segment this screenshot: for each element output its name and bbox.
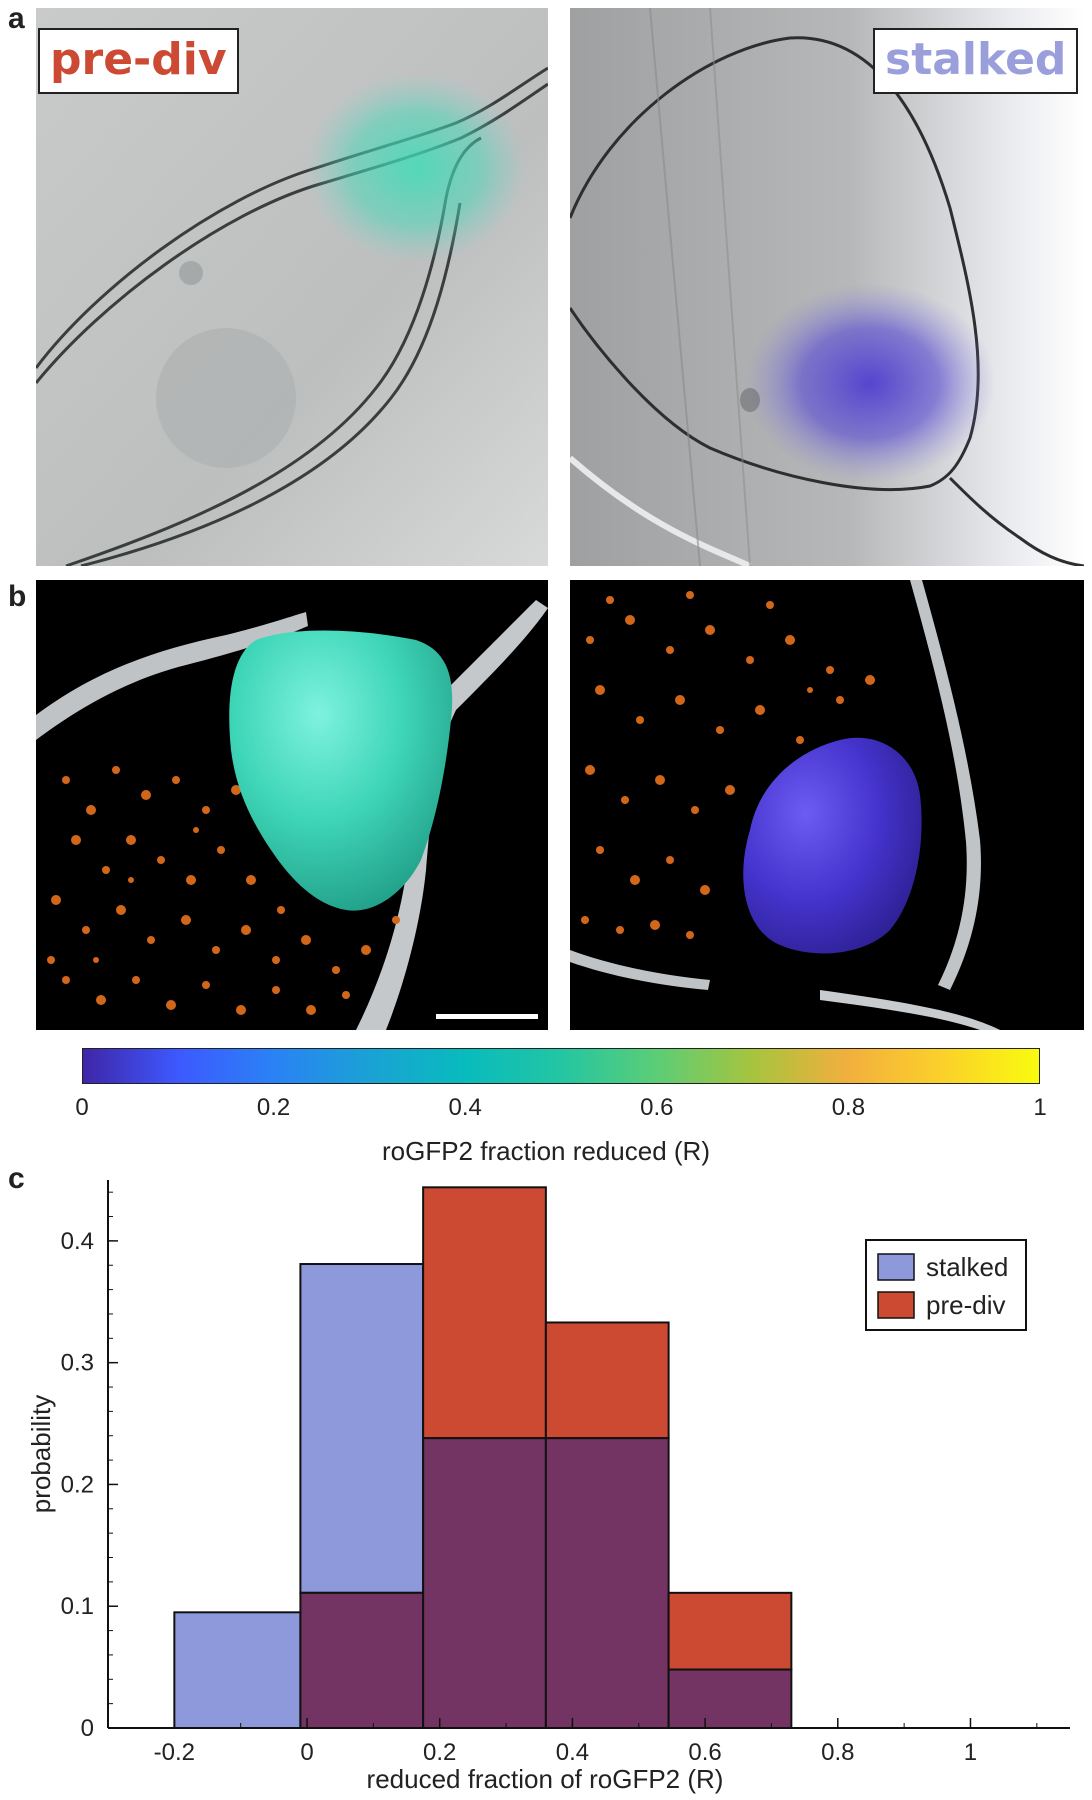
colorbar-tick-label: 0.4: [448, 1094, 482, 1121]
panel-label-a: a: [8, 2, 25, 35]
y-tick-label: 0.2: [61, 1471, 94, 1498]
predivision-volume: [229, 630, 453, 911]
x-tick-label: 0.6: [688, 1739, 721, 1766]
scale-bar: [436, 1014, 538, 1019]
y-axis-label: probability: [26, 1395, 56, 1514]
segmentation-prediv-image: [36, 580, 548, 1030]
legend-label: pre-div: [926, 1290, 1005, 1320]
histogram-bar-prediv: [544, 1321, 670, 1440]
x-tick-label: 1: [964, 1739, 977, 1766]
histogram-chart: reduced fraction of roGFP2 (R) probabilit…: [26, 1180, 1070, 1794]
histogram-bar-prediv: [667, 1591, 793, 1671]
legend-label: stalked: [926, 1252, 1008, 1282]
tomogram-prediv-image: [36, 8, 548, 566]
histogram-bar-prediv: [422, 1186, 547, 1440]
x-tick-label: 0.8: [821, 1739, 854, 1766]
segmentation-stalked-image: [570, 580, 1084, 1030]
colorbar-tick-label: 0: [75, 1094, 89, 1121]
y-tick-label: 0: [81, 1715, 94, 1742]
panel-label-b: b: [8, 580, 27, 613]
x-tick-label: 0: [300, 1739, 313, 1766]
histogram-bar-overlap: [667, 1668, 793, 1729]
legend-swatch: [877, 1291, 915, 1319]
y-tick-label: 0.1: [61, 1593, 94, 1620]
histogram-bar-overlap: [299, 1591, 425, 1729]
x-tick-label: 0.2: [423, 1739, 456, 1766]
prediv-tag: pre-div: [38, 28, 239, 94]
ribosome-particles-stalked: [581, 591, 875, 939]
stalked-tag: stalked: [873, 28, 1079, 94]
histogram-bar-stalked: [299, 1263, 425, 1594]
colorbar-tick-label: 1: [1033, 1094, 1047, 1121]
colorbar-tick-label: 0.2: [256, 1094, 291, 1121]
y-tick-label: 0.3: [61, 1350, 94, 1377]
panel-label-c: c: [8, 1162, 25, 1195]
x-tick-label: -0.2: [154, 1739, 195, 1766]
histogram-bar-stalked: [173, 1611, 302, 1729]
stalked-volume: [743, 737, 922, 954]
tomogram-stalked-image: [570, 8, 1084, 566]
x-tick-label: 0.4: [556, 1739, 589, 1766]
histogram-bar-overlap: [422, 1437, 547, 1729]
histogram-bar-overlap: [544, 1437, 670, 1729]
colorbar-label: roGFP2 fraction reduced (R): [381, 1136, 710, 1166]
colorbar-tick-label: 0.8: [831, 1094, 866, 1121]
colorbar: [82, 1048, 1040, 1084]
legend-swatch: [877, 1253, 915, 1281]
colorbar-tick-label: 0.6: [640, 1094, 674, 1121]
y-tick-label: 0.4: [61, 1228, 94, 1255]
x-axis-label: reduced fraction of roGFP2 (R): [367, 1764, 724, 1794]
